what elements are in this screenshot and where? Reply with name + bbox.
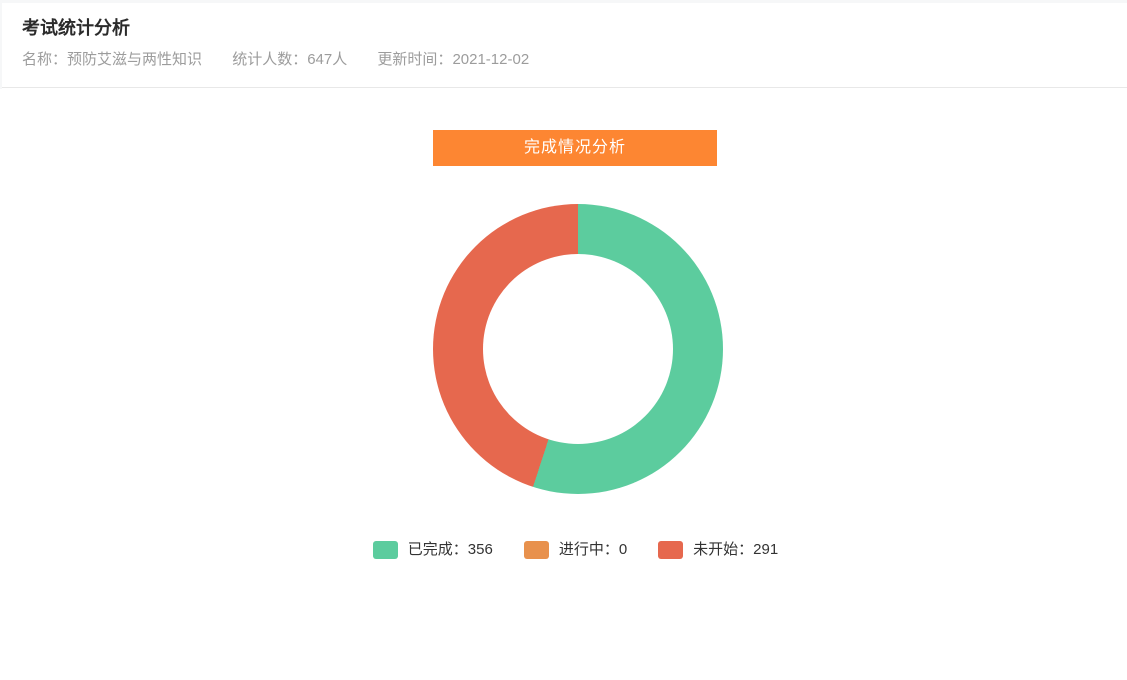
exam-meta-row: 名称：预防艾滋与两性知识 统计人数：647人 更新时间：2021-12-02 (22, 50, 1127, 70)
meta-update-time-value: 2021-12-02 (452, 51, 530, 68)
legend-label: 未开始：291 (693, 541, 779, 558)
donut-chart[interactable] (433, 204, 723, 494)
legend-swatch-icon (523, 541, 549, 559)
page-top-edge (0, 0, 1127, 3)
legend-label: 已完成：356 (407, 541, 493, 558)
meta-exam-name: 名称：预防艾滋与两性知识 (22, 51, 202, 68)
legend-swatch-icon (372, 541, 398, 559)
chart-legend: 已完成：356 进行中：0 未开始：291 (24, 541, 1127, 559)
legend-item-2[interactable]: 未开始：291 (658, 541, 778, 559)
meta-participant-count: 统计人数：647人 (232, 51, 347, 68)
meta-exam-name-label: 名称： (22, 51, 68, 68)
meta-update-time: 更新时间：2021-12-02 (377, 51, 529, 68)
meta-participant-count-label: 统计人数： (232, 51, 308, 68)
legend-item-1[interactable]: 进行中：0 (523, 541, 628, 559)
donut-hole (483, 254, 673, 444)
meta-update-time-label: 更新时间： (377, 51, 453, 68)
completion-chart-panel: 完成情况分析 已完成：356 进行中：0 未开始：291 (0, 89, 1127, 680)
page-title: 考试统计分析 (22, 18, 130, 38)
page-header: 考试统计分析 名称：预防艾滋与两性知识 统计人数：647人 更新时间：2021-… (2, 3, 1127, 88)
chart-title-banner: 完成情况分析 (433, 130, 717, 166)
legend-swatch-icon (658, 541, 684, 559)
meta-participant-count-value: 647人 (307, 51, 348, 68)
legend-label: 进行中：0 (558, 541, 628, 558)
meta-exam-name-value: 预防艾滋与两性知识 (67, 51, 203, 68)
legend-item-0[interactable]: 已完成：356 (372, 541, 493, 559)
